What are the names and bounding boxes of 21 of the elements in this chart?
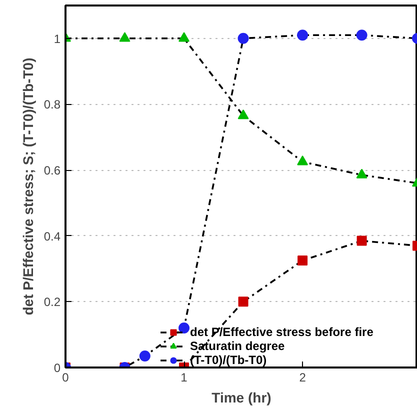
point: [297, 156, 308, 166]
point: [297, 30, 308, 41]
y-tick-label: 1: [54, 32, 61, 46]
point: [238, 109, 249, 120]
legend-label: (T-T0)/(Tb-T0): [190, 353, 267, 367]
x-tick-label: 0: [62, 370, 70, 384]
x-tick-label: 2: [299, 370, 306, 384]
y-tick-label: 0.8: [44, 98, 61, 112]
x-tick-label: 1: [180, 370, 188, 384]
y-tick-label: 0.2: [44, 295, 61, 310]
point: [356, 30, 368, 41]
point: [178, 32, 190, 42]
y-tick-label: 0: [54, 361, 61, 375]
y-axis-title: det P/Effective stress; S; (T-T0)/(Tb-T0): [20, 58, 36, 316]
point: [238, 32, 249, 44]
point: [356, 168, 368, 178]
x-axis-title: Time (hr): [212, 390, 272, 406]
legend-label: det P/Effective stress before fire: [190, 325, 374, 339]
point: [119, 32, 130, 42]
y-tick-label: 0.4: [44, 229, 61, 244]
y-tick-label: 0.6: [44, 164, 61, 178]
